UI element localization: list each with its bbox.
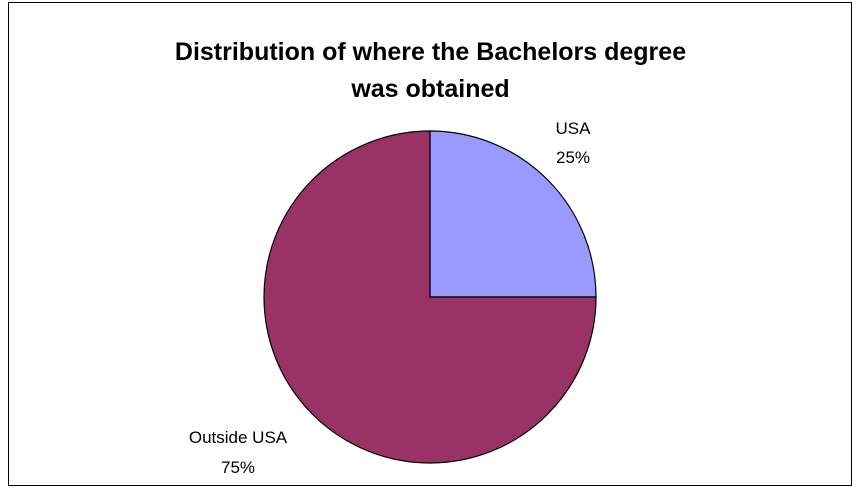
- slice-category-label: Outside USA: [189, 428, 288, 447]
- chart-title: Distribution of where the Bachelors degr…: [174, 38, 687, 103]
- pie-slice-outside-usa: [263, 130, 597, 464]
- slice-category-label: USA: [556, 119, 592, 138]
- pie-slice-usa: [429, 130, 597, 298]
- slice-value-label: 75%: [221, 458, 255, 477]
- slice-value-label: 25%: [556, 148, 590, 167]
